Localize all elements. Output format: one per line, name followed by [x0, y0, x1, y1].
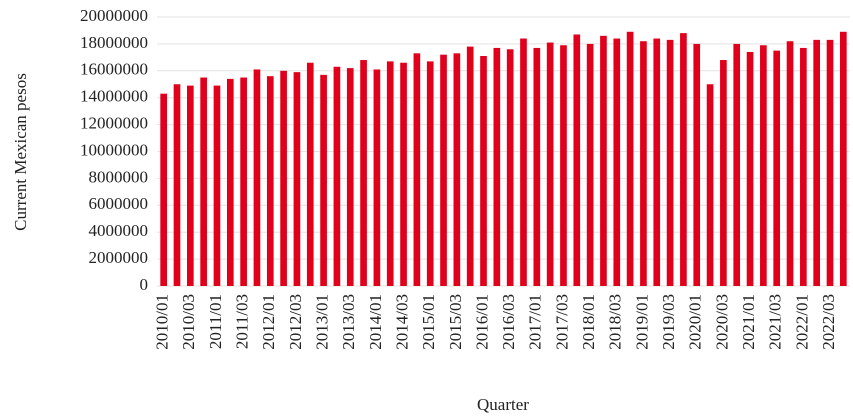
x-axis-title: Quarter — [477, 395, 529, 414]
x-tick-label: 2022/03 — [819, 294, 838, 350]
bar — [653, 38, 661, 286]
bar — [720, 60, 727, 286]
bar — [200, 77, 207, 287]
y-tick-label: 8000000 — [89, 167, 149, 186]
bar — [520, 38, 527, 286]
y-tick-label: 2000000 — [89, 248, 149, 267]
x-tick-label: 2012/03 — [286, 294, 305, 350]
bar — [773, 50, 781, 286]
y-tick-label: 12000000 — [80, 114, 148, 133]
bar — [733, 43, 741, 287]
x-tick-label: 2017/01 — [526, 294, 545, 350]
bar — [280, 70, 287, 286]
bar — [266, 76, 274, 287]
bar — [600, 35, 607, 286]
bar — [693, 43, 701, 287]
bar — [453, 53, 461, 286]
bar — [373, 69, 381, 286]
x-tick-label: 2014/03 — [392, 294, 411, 350]
x-tick-label: 2016/03 — [499, 294, 518, 350]
x-tick-label: 2014/01 — [366, 294, 385, 350]
x-tick-label: 2011/03 — [233, 294, 252, 349]
bar — [746, 51, 754, 286]
bar — [426, 61, 434, 287]
bar — [400, 62, 407, 287]
y-tick-label: 10000000 — [80, 140, 148, 159]
x-tick-label: 2020/01 — [686, 294, 705, 350]
x-tick-label: 2019/03 — [659, 294, 678, 350]
bar — [226, 78, 234, 287]
bar — [786, 41, 794, 287]
bar — [386, 61, 394, 287]
bar — [173, 84, 181, 286]
bar — [466, 46, 474, 287]
bar — [293, 72, 301, 287]
x-tick-label: 2010/01 — [153, 294, 172, 350]
y-tick-label: 4000000 — [89, 221, 149, 240]
bar — [306, 62, 314, 287]
y-tick-label: 14000000 — [80, 87, 148, 106]
bar — [546, 42, 554, 287]
y-tick-label: 6000000 — [89, 194, 149, 213]
x-tick-label: 2018/03 — [606, 294, 625, 350]
bar — [586, 43, 594, 287]
x-tick-label: 2011/01 — [206, 294, 225, 349]
x-tick-label: 2020/03 — [712, 294, 731, 350]
x-tick-label: 2018/01 — [579, 294, 598, 350]
bar — [240, 77, 247, 287]
x-tick-label: 2022/01 — [792, 294, 811, 350]
x-tick-label: 2016/01 — [472, 294, 491, 350]
bar — [760, 45, 767, 287]
x-tick-label: 2021/03 — [766, 294, 785, 350]
bar — [506, 49, 514, 286]
x-tick-label: 2015/01 — [419, 294, 438, 350]
bar — [826, 39, 834, 286]
bar — [480, 56, 487, 286]
x-tick-label: 2021/01 — [739, 294, 758, 350]
bar — [626, 31, 634, 287]
y-tick-label: 16000000 — [80, 60, 148, 79]
bar — [560, 45, 567, 287]
y-tick-label: 0 — [140, 275, 149, 294]
bar — [573, 34, 581, 286]
x-tick-label: 2012/01 — [259, 294, 278, 350]
bar — [440, 54, 447, 286]
x-tick-label: 2017/03 — [552, 294, 571, 350]
bar — [333, 66, 341, 286]
bar — [253, 69, 261, 286]
bar — [360, 60, 367, 286]
y-axis-title: Current Mexican pesos — [11, 73, 30, 231]
bar — [680, 33, 687, 286]
bar — [706, 84, 714, 286]
bar — [800, 47, 807, 287]
x-tick-label: 2015/03 — [446, 294, 465, 350]
bar — [160, 93, 167, 286]
bar — [186, 85, 194, 286]
x-tick-label: 2010/03 — [179, 294, 198, 350]
bar — [320, 74, 327, 287]
bar — [666, 39, 674, 286]
x-tick-label: 2019/01 — [632, 294, 651, 350]
bar — [533, 47, 541, 287]
bar — [613, 38, 621, 286]
bar — [213, 85, 221, 286]
bar — [346, 68, 354, 286]
y-tick-label: 20000000 — [80, 6, 148, 25]
bar — [640, 41, 647, 287]
y-tick-label: 18000000 — [80, 33, 148, 52]
x-tick-label: 2013/03 — [339, 294, 358, 350]
bar — [413, 53, 421, 286]
x-tick-label: 2013/01 — [312, 294, 331, 350]
bar — [493, 47, 501, 287]
bar — [840, 31, 847, 287]
bar — [813, 39, 821, 286]
